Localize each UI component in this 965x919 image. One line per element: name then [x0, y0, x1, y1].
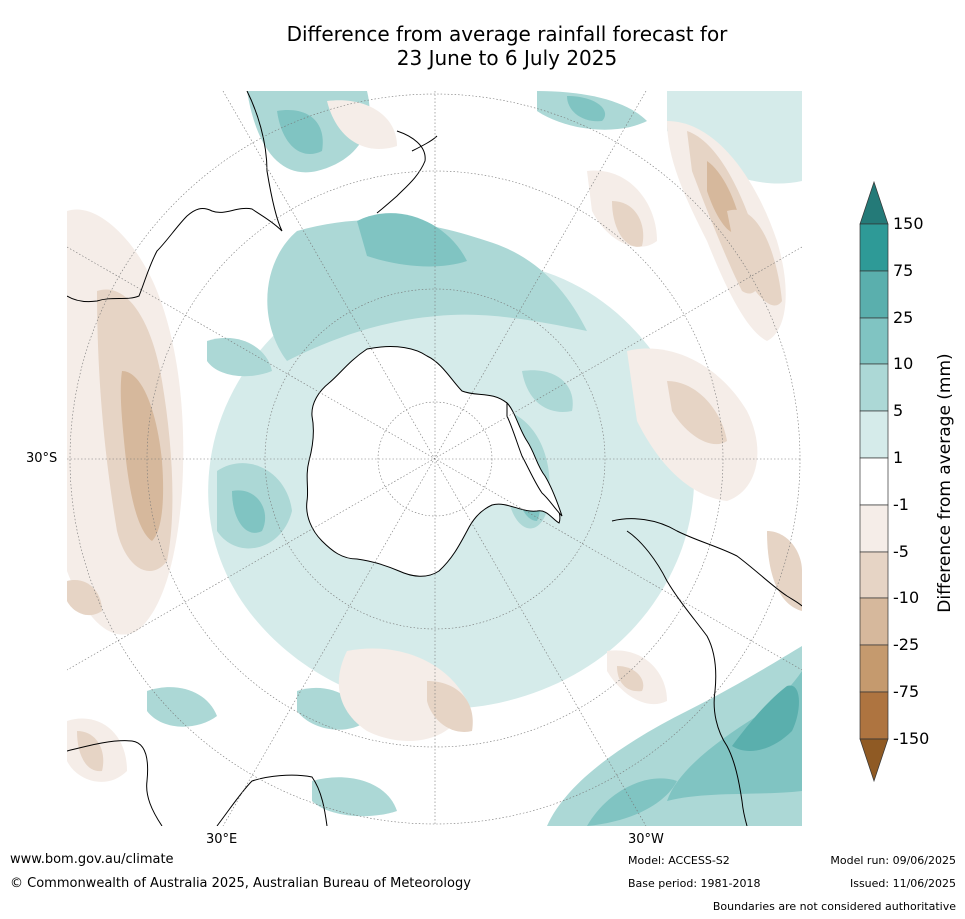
title-line-2: 23 June to 6 July 2025: [396, 46, 618, 70]
colorbar-tick-m1: -1: [893, 495, 909, 514]
colorbar-band-1: [859, 457, 889, 506]
continent-outlines: [67, 91, 802, 826]
colorbar-band-5: [859, 410, 889, 459]
footer-base-period: Base period: 1981-2018: [628, 877, 761, 890]
dry-anomaly-regions: [67, 100, 802, 782]
colorbar-band-m25: [859, 644, 889, 693]
colorbar-band-m10: [859, 597, 889, 646]
colorbar-band-m75: [859, 691, 889, 740]
colorbar-band-75: [859, 270, 889, 319]
colorbar-tick-m150: -150: [893, 729, 930, 748]
new-zealand-coast: [376, 130, 438, 214]
graticule: [67, 91, 802, 826]
footer-url[interactable]: www.bom.gov.au/climate: [10, 852, 174, 867]
footer-model: Model: ACCESS-S2: [628, 854, 730, 867]
label-30w: 30°W: [628, 832, 664, 847]
colorbar-tick-10: 10: [893, 354, 914, 373]
rainfall-anomaly-map: [67, 91, 802, 826]
colorbar-band-25: [859, 317, 889, 365]
australia-coast: [67, 91, 283, 302]
colorbar-band-10: [859, 363, 889, 412]
colorbar-tick-5: 5: [893, 401, 904, 420]
colorbar-band-m1: [859, 504, 889, 553]
label-30s: 30°S: [26, 451, 58, 466]
colorbar-under-arrow: [859, 738, 889, 783]
colorbar-tick-25: 25: [893, 308, 914, 327]
colorbar-tick-1: 1: [893, 448, 904, 467]
colorbar-tick-75: 75: [893, 261, 914, 280]
title-line-1: Difference from average rainfall forecas…: [286, 22, 728, 46]
south-america-coast: [611, 518, 802, 826]
colorbar-over-arrow: [859, 180, 889, 225]
colorbar-tick-m5: -5: [893, 542, 909, 561]
map-svg: [67, 91, 802, 826]
africa-coast: [67, 740, 328, 826]
map-title: Difference from average rainfall forecas…: [0, 22, 965, 70]
footer-model-run: Model run: 09/06/2025: [830, 854, 956, 867]
colorbar-band-150: [859, 223, 889, 272]
antarctic-peninsula: [506, 401, 563, 517]
footer-copyright: © Commonwealth of Australia 2025, Austra…: [10, 876, 471, 891]
colorbar-tick-m10: -10: [893, 588, 920, 607]
footer-boundaries-note: Boundaries are not considered authoritat…: [712, 900, 956, 913]
label-30e: 30°E: [206, 832, 238, 847]
colorbar-tick-m25: -25: [893, 635, 920, 654]
footer-issued: Issued: 11/06/2025: [849, 877, 956, 890]
colorbar-title: Difference from average (mm): [935, 353, 955, 613]
colorbar-tick-150: 150: [893, 214, 924, 233]
colorbar-tick-m75: -75: [893, 682, 920, 701]
colorbar-band-m5: [859, 551, 889, 599]
